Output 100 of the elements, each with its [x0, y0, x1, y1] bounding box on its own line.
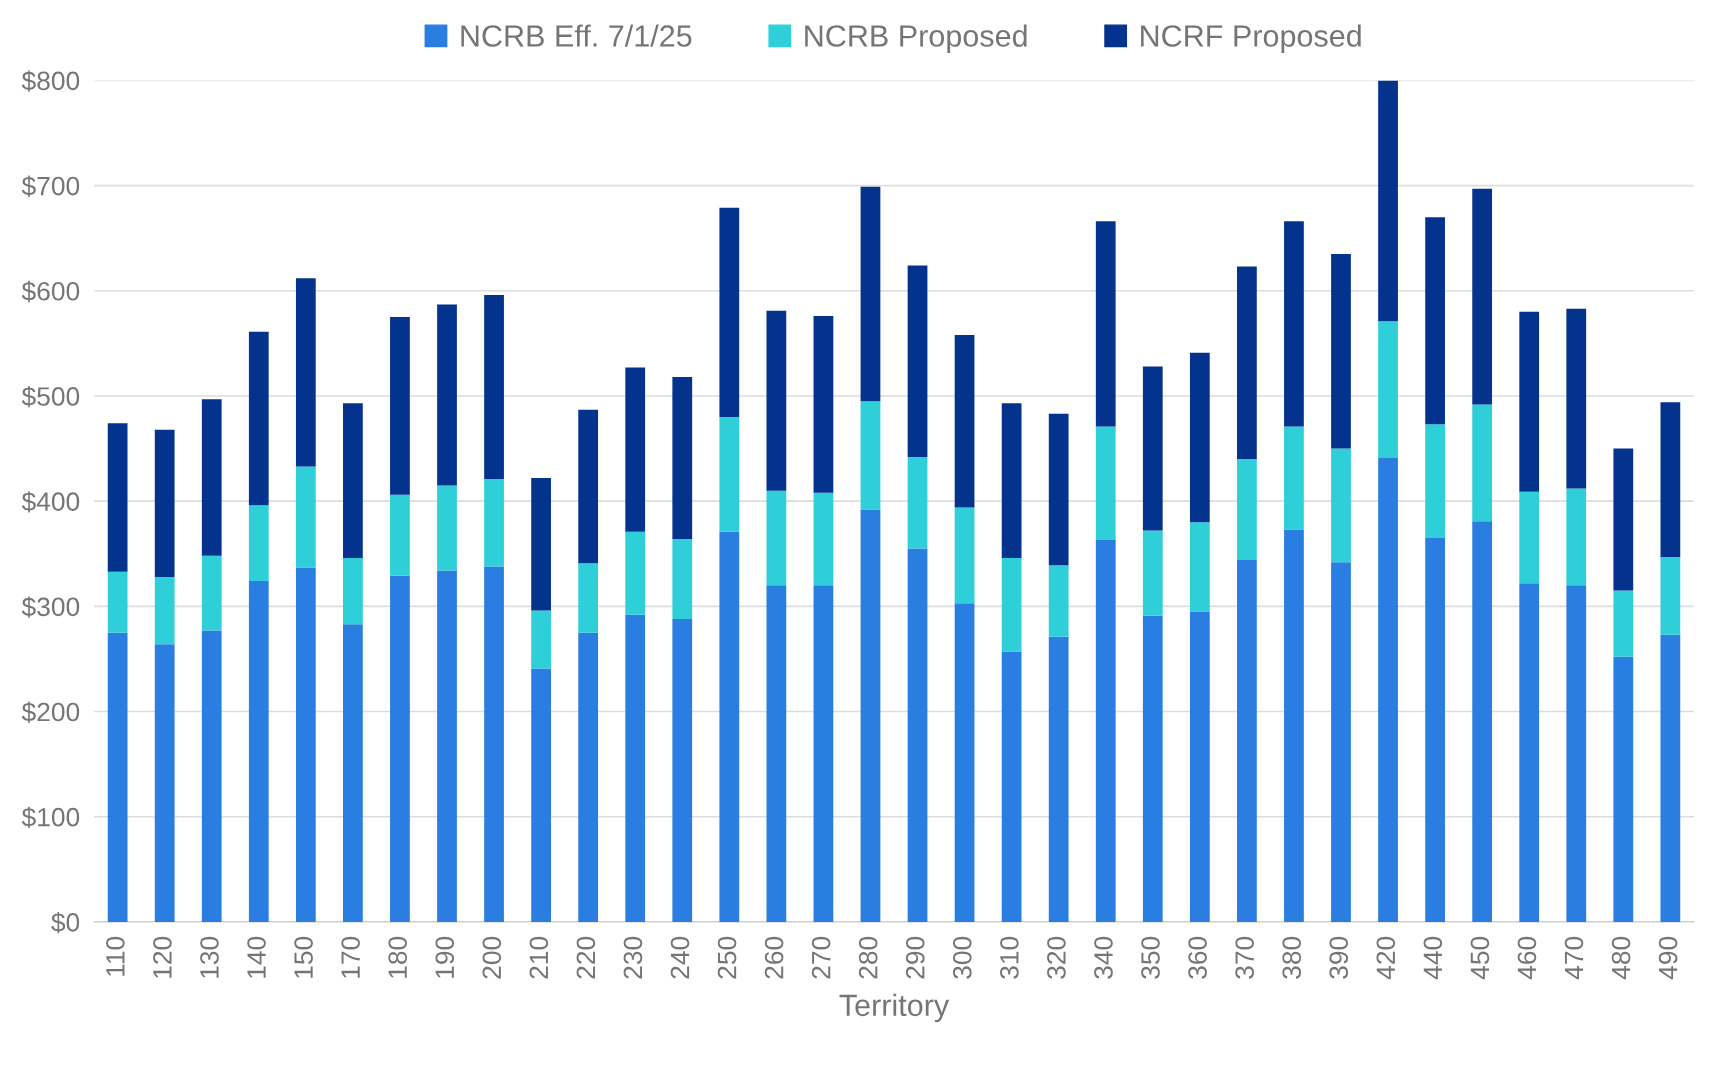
bar: [531, 478, 551, 611]
x-tick-label: 200: [482, 936, 502, 979]
bar: [672, 618, 693, 922]
bar: [1142, 530, 1163, 616]
bar: [1660, 634, 1681, 922]
bar: [1425, 424, 1445, 538]
x-tick-label: 290: [905, 936, 925, 979]
x-tick-label: 120: [153, 936, 172, 978]
bar: [625, 614, 646, 922]
bar: [1095, 221, 1116, 427]
x-tick-label: 140: [247, 936, 266, 978]
bar: [484, 294, 504, 480]
bar: [531, 668, 551, 922]
bar: [625, 367, 646, 532]
x-tick-label: 360: [1188, 936, 1207, 979]
x-tick-label: 220: [576, 936, 596, 979]
bar: [343, 624, 363, 922]
bar: [1331, 448, 1351, 563]
x-tick-label: 490: [1658, 936, 1678, 980]
x-tick-label: 250: [717, 936, 737, 979]
x-tick-label: 240: [670, 936, 690, 979]
bar: [1189, 611, 1210, 922]
y-tick-label: $100: [21, 806, 80, 829]
bar: [907, 548, 928, 922]
x-tick-label: 260: [764, 936, 784, 979]
bar: [1613, 448, 1634, 591]
x-tick-label: 440: [1423, 936, 1443, 980]
x-tick-label: 280: [858, 936, 878, 979]
bar: [954, 334, 975, 508]
y-tick-label: $700: [21, 175, 80, 197]
bar: [1331, 562, 1351, 922]
x-tick-label: 230: [623, 936, 643, 979]
bar: [1001, 651, 1022, 922]
bar: [672, 377, 693, 540]
bar: [343, 557, 363, 625]
x-tick-label: 300: [952, 936, 972, 979]
bar: [1001, 557, 1022, 652]
x-tick-label: 210: [529, 936, 549, 979]
bar: [1331, 253, 1351, 449]
y-tick-label: $200: [21, 701, 80, 723]
bar: [766, 585, 787, 922]
bar: [1048, 413, 1069, 566]
bar: [248, 581, 269, 922]
legend-label: NCRB Proposed: [805, 24, 1027, 53]
x-tick-label: 270: [811, 936, 831, 979]
bar: [1519, 311, 1540, 492]
bar: [201, 555, 222, 631]
bar: [1566, 308, 1587, 489]
bar: [437, 485, 457, 571]
bar: [1142, 615, 1163, 922]
y-tick-label: $400: [21, 491, 80, 513]
bar: [1048, 565, 1069, 637]
bar: [248, 505, 269, 582]
x-tick-label: 320: [1047, 936, 1066, 979]
bar: [248, 331, 269, 506]
bar: [1566, 585, 1587, 922]
bar: [1048, 636, 1069, 922]
bar: [1425, 217, 1445, 425]
legend-label: NCRB Eff. 7/1/25: [461, 24, 692, 47]
x-tick-label: 380: [1282, 936, 1302, 979]
bar: [437, 570, 457, 922]
bar: [390, 317, 410, 495]
bar: [484, 479, 504, 567]
bar: [1425, 537, 1445, 922]
bar: [1519, 583, 1540, 922]
y-tick-label: $300: [21, 596, 80, 618]
bar: [860, 186, 881, 402]
bar: [860, 401, 881, 510]
y-tick-label: $0: [51, 911, 80, 934]
bar: [295, 278, 316, 467]
bar: [1001, 403, 1022, 558]
bar: [766, 310, 787, 491]
bar: [437, 304, 457, 486]
x-tick-label: 110: [106, 936, 125, 976]
bar: [1189, 522, 1210, 612]
bar: [154, 429, 175, 577]
bar: [1237, 459, 1257, 561]
bar: [1378, 458, 1398, 922]
x-tick-label: 480: [1611, 936, 1631, 980]
bar: [1142, 366, 1163, 531]
bar: [154, 576, 175, 645]
bar: [1472, 404, 1493, 522]
y-tick-label: $800: [21, 70, 80, 92]
bar: [907, 456, 928, 549]
bar: [295, 466, 316, 568]
bar: [107, 571, 128, 633]
bar: [107, 423, 128, 572]
bar: [390, 494, 410, 576]
bar: [1613, 590, 1634, 657]
bar: [719, 207, 740, 418]
bar: [860, 509, 881, 922]
x-tick-label: 370: [1235, 936, 1254, 979]
x-tick-label: 150: [294, 936, 313, 978]
bar: [1095, 540, 1116, 922]
bar: [201, 630, 222, 922]
x-tick-label: 340: [1094, 936, 1113, 979]
bar: [1519, 491, 1540, 584]
bar: [813, 585, 834, 922]
bar: [201, 399, 222, 556]
x-tick-label: 170: [341, 936, 360, 978]
